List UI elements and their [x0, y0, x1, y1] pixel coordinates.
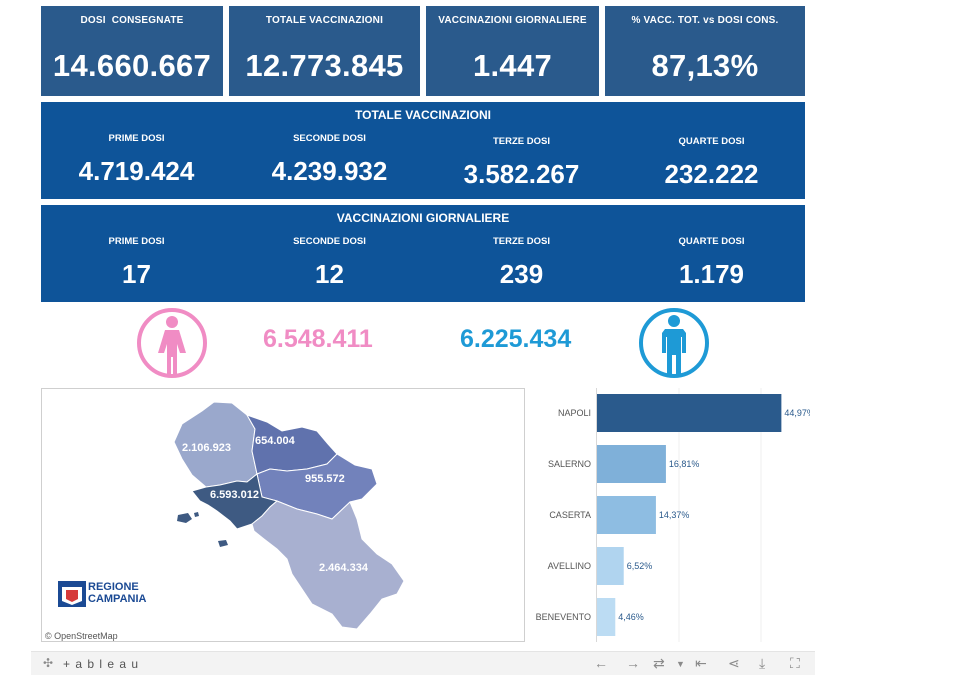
band-item-value: 1.179 — [678, 259, 745, 289]
kpi-dosi-consegnate: DOSI CONSEGNATE 14.660.667 — [41, 6, 223, 96]
bar-value-label: 14,37% — [659, 510, 690, 520]
kpi-value: 87,13% — [651, 48, 759, 83]
band-item-value: 4.719.424 — [78, 156, 195, 186]
kpi-value: 14.660.667 — [52, 48, 212, 83]
band-title: TOTALE VACCINAZIONI — [355, 108, 491, 122]
band-item-value: 232.222 — [664, 159, 759, 189]
download-icon[interactable]: ⤓ — [759, 655, 766, 671]
fullscreen-icon[interactable]: ⛶ — [790, 655, 800, 671]
band-item-value: 239 — [499, 259, 544, 289]
giornaliere-quarte-dosi: QUARTE DOSI 1.179 — [616, 236, 807, 290]
map-attribution[interactable]: © OpenStreetMap — [45, 631, 118, 641]
bar-salerno[interactable] — [597, 445, 666, 483]
kpi-percentuale: % VACC. TOT. vs DOSI CONS. 87,13% — [605, 6, 805, 96]
band-item-label: SECONDE DOSI — [293, 133, 366, 144]
band-item-value: 17 — [122, 259, 151, 289]
kpi-value: 12.773.845 — [245, 48, 404, 83]
bar-value-label: 44,97% — [784, 408, 810, 418]
logo-text-campania: CAMPANIA — [88, 593, 147, 605]
regione-campania-logo: REGIONE CAMPANIA — [58, 581, 147, 607]
province-bar-chart: NAPOLI 44,97% SALERNO 16,81% CASERTA 14,37% AV… — [530, 388, 815, 642]
totale-quarte-dosi: QUARTE DOSI 232.222 — [616, 136, 807, 190]
totale-terze-dosi: TERZE DOSI 3.582.267 — [426, 136, 617, 190]
band-item-label: PRIME DOSI — [108, 236, 165, 247]
male-total: 6.225.434 — [460, 325, 572, 353]
band-item-label: QUARTE DOSI — [678, 236, 745, 247]
band-title: VACCINAZIONI GIORNALIERE — [336, 211, 510, 225]
bar-benevento[interactable] — [597, 598, 616, 636]
bar-avellino[interactable] — [597, 547, 624, 585]
male-icon — [639, 308, 709, 378]
band-item-value: 12 — [315, 259, 344, 289]
giornaliere-seconde-dosi: SECONDE DOSI 12 — [234, 236, 425, 290]
female-total: 6.548.411 — [263, 325, 373, 353]
map-island-procida — [194, 512, 199, 517]
kpi-vaccinazioni-giornaliere: VACCINAZIONI GIORNALIERE 1.447 — [426, 6, 599, 96]
tableau-brand[interactable]: + a b l e a u — [63, 657, 140, 671]
bar-category-label: BENEVENTO — [536, 612, 591, 622]
logo-text-regione: REGIONE — [88, 581, 139, 593]
revert-icon[interactable]: ⇄ — [653, 655, 665, 671]
band-item-label: SECONDE DOSI — [293, 236, 366, 247]
band-item-label: TERZE DOSI — [492, 236, 550, 247]
vaccinazioni-giornaliere-band: VACCINAZIONI GIORNALIERE PRIME DOSI 17 S… — [41, 205, 805, 302]
totale-seconde-dosi: SECONDE DOSI 4.239.932 — [234, 133, 425, 187]
bar-category-label: CASERTA — [549, 510, 591, 520]
share-icon[interactable]: ⋖ — [728, 655, 740, 671]
bar-category-label: AVELLINO — [548, 561, 591, 571]
map-label-caserta: 2.106.923 — [182, 442, 231, 454]
kpi-totale-vaccinazioni: TOTALE VACCINAZIONI 12.773.845 — [229, 6, 420, 96]
kpi-label: DOSI CONSEGNATE — [80, 15, 184, 26]
bar-chart-canvas: NAPOLI 44,97% SALERNO 16,81% CASERTA 14,37% AV… — [536, 388, 815, 642]
band-item-label: QUARTE DOSI — [678, 136, 745, 147]
totale-vaccinazioni-band: TOTALE VACCINAZIONI PRIME DOSI 4.719.424… — [41, 102, 805, 199]
tableau-logo-icon[interactable]: ✣ — [43, 656, 54, 670]
undo-icon[interactable]: ← — [594, 655, 608, 671]
band-item-label: TERZE DOSI — [492, 136, 550, 147]
bar-napoli[interactable] — [597, 394, 782, 432]
giornaliere-prime-dosi: PRIME DOSI 17 — [41, 236, 232, 290]
map-label-salerno: 2.464.334 — [319, 562, 369, 574]
bar-value-label: 4,46% — [618, 612, 644, 622]
kpi-label: VACCINAZIONI GIORNALIERE — [438, 15, 587, 26]
bar-category-label: NAPOLI — [558, 408, 591, 418]
revert-dropdown-icon[interactable]: ▼ — [676, 659, 685, 669]
band-item-value: 4.239.932 — [271, 156, 388, 186]
kpi-label: % VACC. TOT. vs DOSI CONS. — [631, 15, 779, 26]
map-island-capri — [218, 540, 228, 547]
map-label-avellino: 955.572 — [305, 473, 345, 485]
bar-category-label: SALERNO — [548, 459, 591, 469]
band-item-value: 3.582.267 — [463, 159, 580, 189]
female-icon — [137, 308, 207, 378]
kpi-label: TOTALE VACCINAZIONI — [265, 15, 384, 26]
map-island-ischia — [177, 513, 192, 523]
bar-caserta[interactable] — [597, 496, 656, 534]
tableau-toolbar: ✣ + a b l e a u ← → ⇄ ▼ ⇤ ⋖ ⤓ ⛶ — [31, 651, 815, 675]
kpi-value: 1.447 — [472, 48, 553, 83]
bar-value-label: 6,52% — [627, 561, 653, 571]
redo-icon[interactable]: → — [626, 655, 640, 671]
campania-map[interactable]: 2.106.923 654.004 955.572 6.593.012 2.46… — [41, 388, 525, 642]
giornaliere-terze-dosi: TERZE DOSI 239 — [426, 236, 617, 290]
bar-value-label: 16,81% — [669, 459, 700, 469]
map-label-napoli: 6.593.012 — [210, 489, 259, 501]
map-label-benevento: 654.004 — [255, 435, 296, 447]
totale-prime-dosi: PRIME DOSI 4.719.424 — [41, 133, 232, 187]
map-region-salerno[interactable] — [251, 500, 405, 630]
band-item-label: PRIME DOSI — [108, 133, 165, 144]
map-canvas: 2.106.923 654.004 955.572 6.593.012 2.46… — [45, 401, 405, 641]
reset-icon[interactable]: ⇤ — [695, 655, 707, 671]
